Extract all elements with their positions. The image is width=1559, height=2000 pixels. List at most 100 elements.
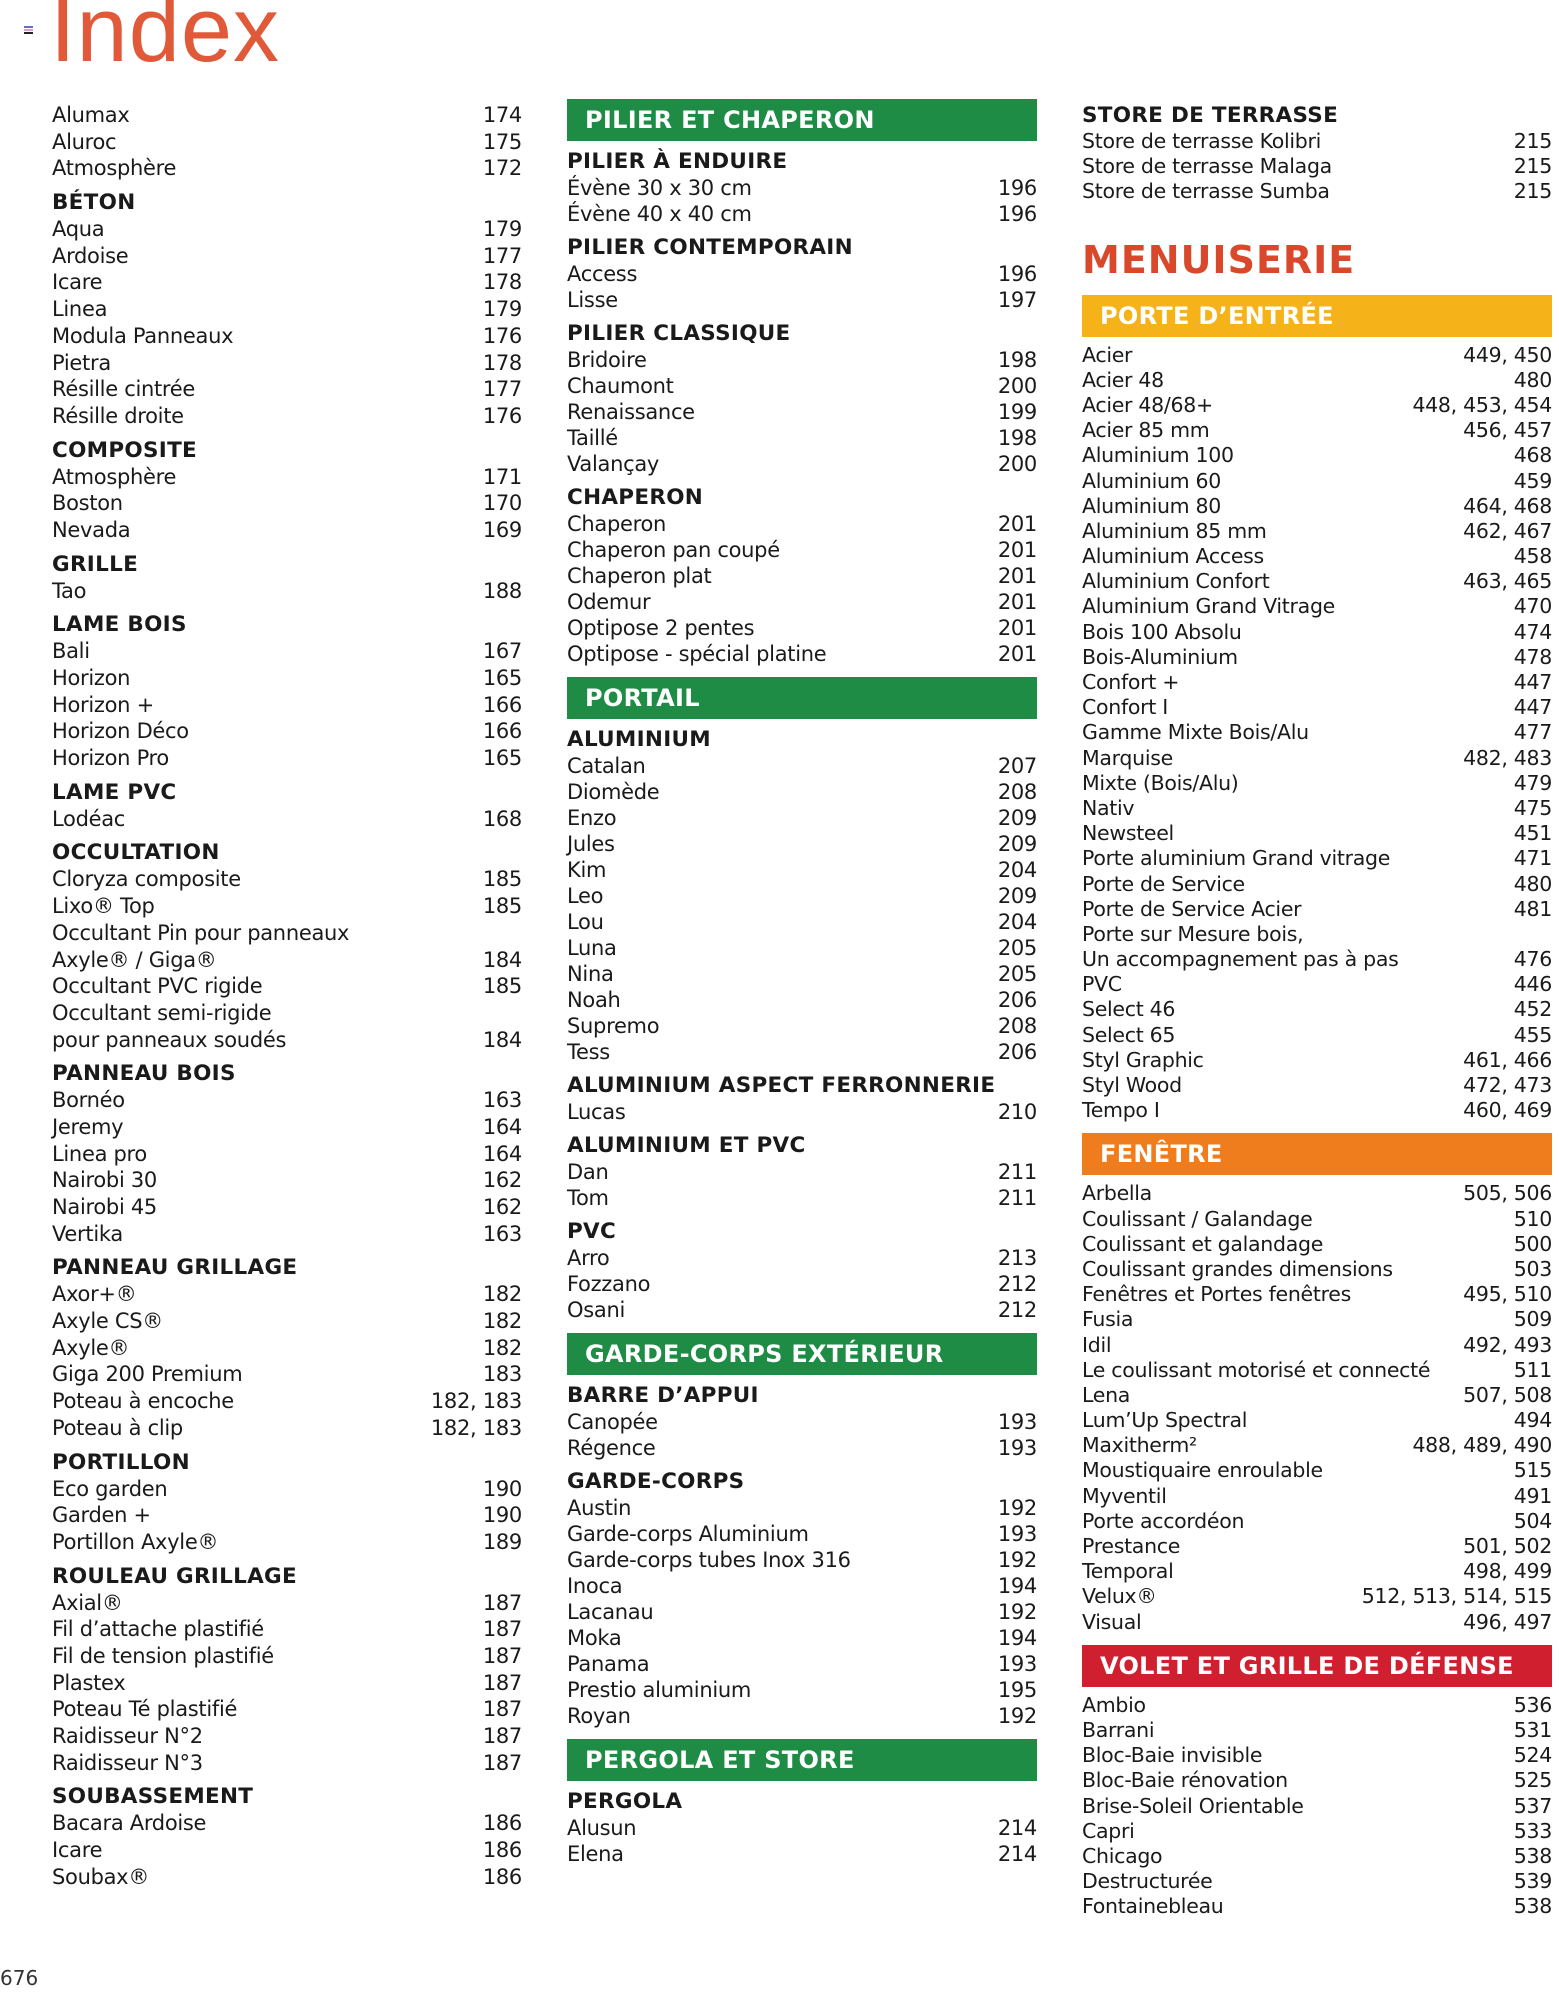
entry-label: Select 65: [1082, 1022, 1176, 1047]
entry-label: Fusia: [1082, 1307, 1134, 1332]
entry-label: Porte sur Mesure bois,: [1082, 921, 1304, 946]
entry-label: Aluminium 60: [1082, 468, 1222, 493]
entry-label: Poteau Té plastifié: [52, 1697, 238, 1722]
index-entry: PVC 446: [1082, 972, 1552, 997]
index-entry: Nairobi 45 162: [52, 1194, 522, 1221]
entry-label: Gamme Mixte Bois/Alu: [1082, 720, 1309, 745]
entry-label: Acier 85 mm: [1082, 418, 1210, 443]
entry-page: 447: [1513, 695, 1553, 720]
index-entry: Visual 496, 497: [1082, 1610, 1552, 1635]
index-entry: Noah 206: [567, 987, 1037, 1013]
entry-label: Porte accordéon: [1082, 1508, 1245, 1533]
entry-page: 501, 502: [1463, 1534, 1552, 1558]
entry-page: 207: [997, 754, 1037, 778]
entry-label: Fontainebleau: [1082, 1894, 1224, 1919]
entry-page: 163: [482, 1088, 522, 1113]
entry-page: 531: [1513, 1717, 1553, 1742]
index-entry: Garde-corps tubes Inox 316 192: [567, 1547, 1037, 1573]
entry-label: Austin: [567, 1496, 632, 1520]
entry-page: 209: [997, 884, 1037, 908]
entry-label: Select 46: [1082, 997, 1176, 1022]
entry-page: 186: [482, 1811, 522, 1836]
index-entry: Brise-Soleil Orientable 537: [1082, 1794, 1552, 1819]
index-entry: Marquise 482, 483: [1082, 746, 1552, 771]
entry-page: 201: [997, 512, 1037, 536]
index-entry: Capri 533: [1082, 1819, 1552, 1844]
entry-label: Aluminium Grand Vitrage: [1082, 594, 1335, 619]
entry-label: Store de terrasse Malaga: [1082, 154, 1332, 179]
index-entry: Aluminium 85 mm 462, 467: [1082, 519, 1552, 544]
entry-page: 198: [997, 348, 1037, 372]
index-entry: Giga 200 Premium 183: [52, 1361, 522, 1388]
index-entry: Austin 192: [567, 1495, 1037, 1521]
entry-page: 182: [482, 1309, 522, 1334]
category-band: PORTE D’ENTRÉE: [1082, 294, 1552, 337]
index-entry: Nativ 475: [1082, 796, 1552, 821]
entry-label: Royan: [567, 1704, 631, 1728]
entry-page: 193: [997, 1436, 1037, 1460]
subcategory-heading: PORTILLON: [52, 1449, 190, 1475]
entry-page: 451: [1513, 821, 1553, 846]
entry-label: Un accompagnement pas à pas: [1082, 947, 1399, 972]
entry-page: 187: [482, 1697, 522, 1722]
entry-label: Lacanau: [567, 1600, 654, 1624]
entry-page: 182, 183: [430, 1415, 522, 1440]
entry-page: 197: [997, 288, 1037, 312]
entry-label: Chicago: [1082, 1843, 1163, 1868]
index-entry: Acier 48/68+ 448, 453, 454: [1082, 393, 1552, 418]
entry-page: 538: [1513, 1843, 1553, 1868]
index-entry: Coulissant grandes dimensions 503: [1082, 1257, 1552, 1282]
entry-page: 187: [482, 1750, 522, 1775]
entry-page: 201: [997, 590, 1037, 614]
entry-label: Osani: [567, 1298, 625, 1322]
index-entry: Moustiquaire enroulable 515: [1082, 1458, 1552, 1483]
index-entry: Royan 192: [567, 1703, 1037, 1729]
entry-label: Horizon Déco: [52, 719, 189, 744]
index-entry: Lodéac 168: [52, 806, 522, 833]
entry-page: 164: [482, 1114, 522, 1139]
entry-label: Porte aluminium Grand vitrage: [1082, 846, 1391, 871]
entry-label: Ambio: [1082, 1692, 1146, 1717]
entry-label: Prestio aluminium: [567, 1678, 752, 1702]
subcategory-heading: OCCULTATION: [52, 840, 220, 866]
entry-page: 165: [482, 746, 522, 771]
entry-label: Garde-corps Aluminium: [567, 1522, 809, 1546]
entry-page: 182: [482, 1335, 522, 1360]
subcategory-heading: CHAPERON: [567, 485, 704, 510]
entry-page: 536: [1513, 1692, 1553, 1717]
entry-page: 167: [482, 639, 522, 664]
entry-label: Aqua: [52, 217, 105, 242]
entry-label: Nevada: [52, 517, 131, 542]
entry-label: Axor+®: [52, 1282, 137, 1307]
subcategory-heading: PVC: [567, 1219, 617, 1244]
index-entry: Poteau à clip 182, 183: [52, 1415, 522, 1442]
index-entry: Newsteel 451: [1082, 821, 1552, 846]
index-column-3: STORE DE TERRASSE Store de terrasse Kolib…: [1082, 102, 1552, 1919]
index-entry: Nina 205: [567, 961, 1037, 987]
entry-page: 190: [482, 1476, 522, 1501]
entry-label: Canopée: [567, 1410, 658, 1434]
index-entry: Occultant PVC rigide 185: [52, 973, 522, 1000]
entry-page: 168: [482, 806, 522, 831]
index-entry: Ardoise 177: [52, 243, 522, 270]
index-entry: Porte de Service 480: [1082, 872, 1552, 897]
entry-label: Prestance: [1082, 1534, 1181, 1558]
index-entry: Styl Wood 472, 473: [1082, 1073, 1552, 1098]
index-entry: Horizon Déco 166: [52, 718, 522, 745]
entry-label: Cloryza composite: [52, 867, 241, 892]
entry-label: Velux®: [1082, 1584, 1157, 1609]
entry-page: 166: [482, 719, 522, 744]
index-entry: Velux® 512, 513, 514, 515: [1082, 1584, 1552, 1609]
entry-page: 481: [1513, 896, 1553, 921]
entry-page: 503: [1513, 1256, 1553, 1281]
entry-page: 194: [997, 1574, 1037, 1598]
entry-label: Porte de Service Acier: [1082, 896, 1302, 921]
entry-page: 491: [1513, 1483, 1553, 1508]
index-entry: Jules 209: [567, 831, 1037, 857]
entry-page: 172: [482, 156, 522, 181]
index-entry: Barrani 531: [1082, 1718, 1552, 1743]
entry-page: 195: [997, 1678, 1037, 1702]
entry-page: 169: [482, 517, 522, 542]
index-entry: Arbella 505, 506: [1082, 1181, 1552, 1206]
entry-page: 200: [997, 452, 1037, 476]
